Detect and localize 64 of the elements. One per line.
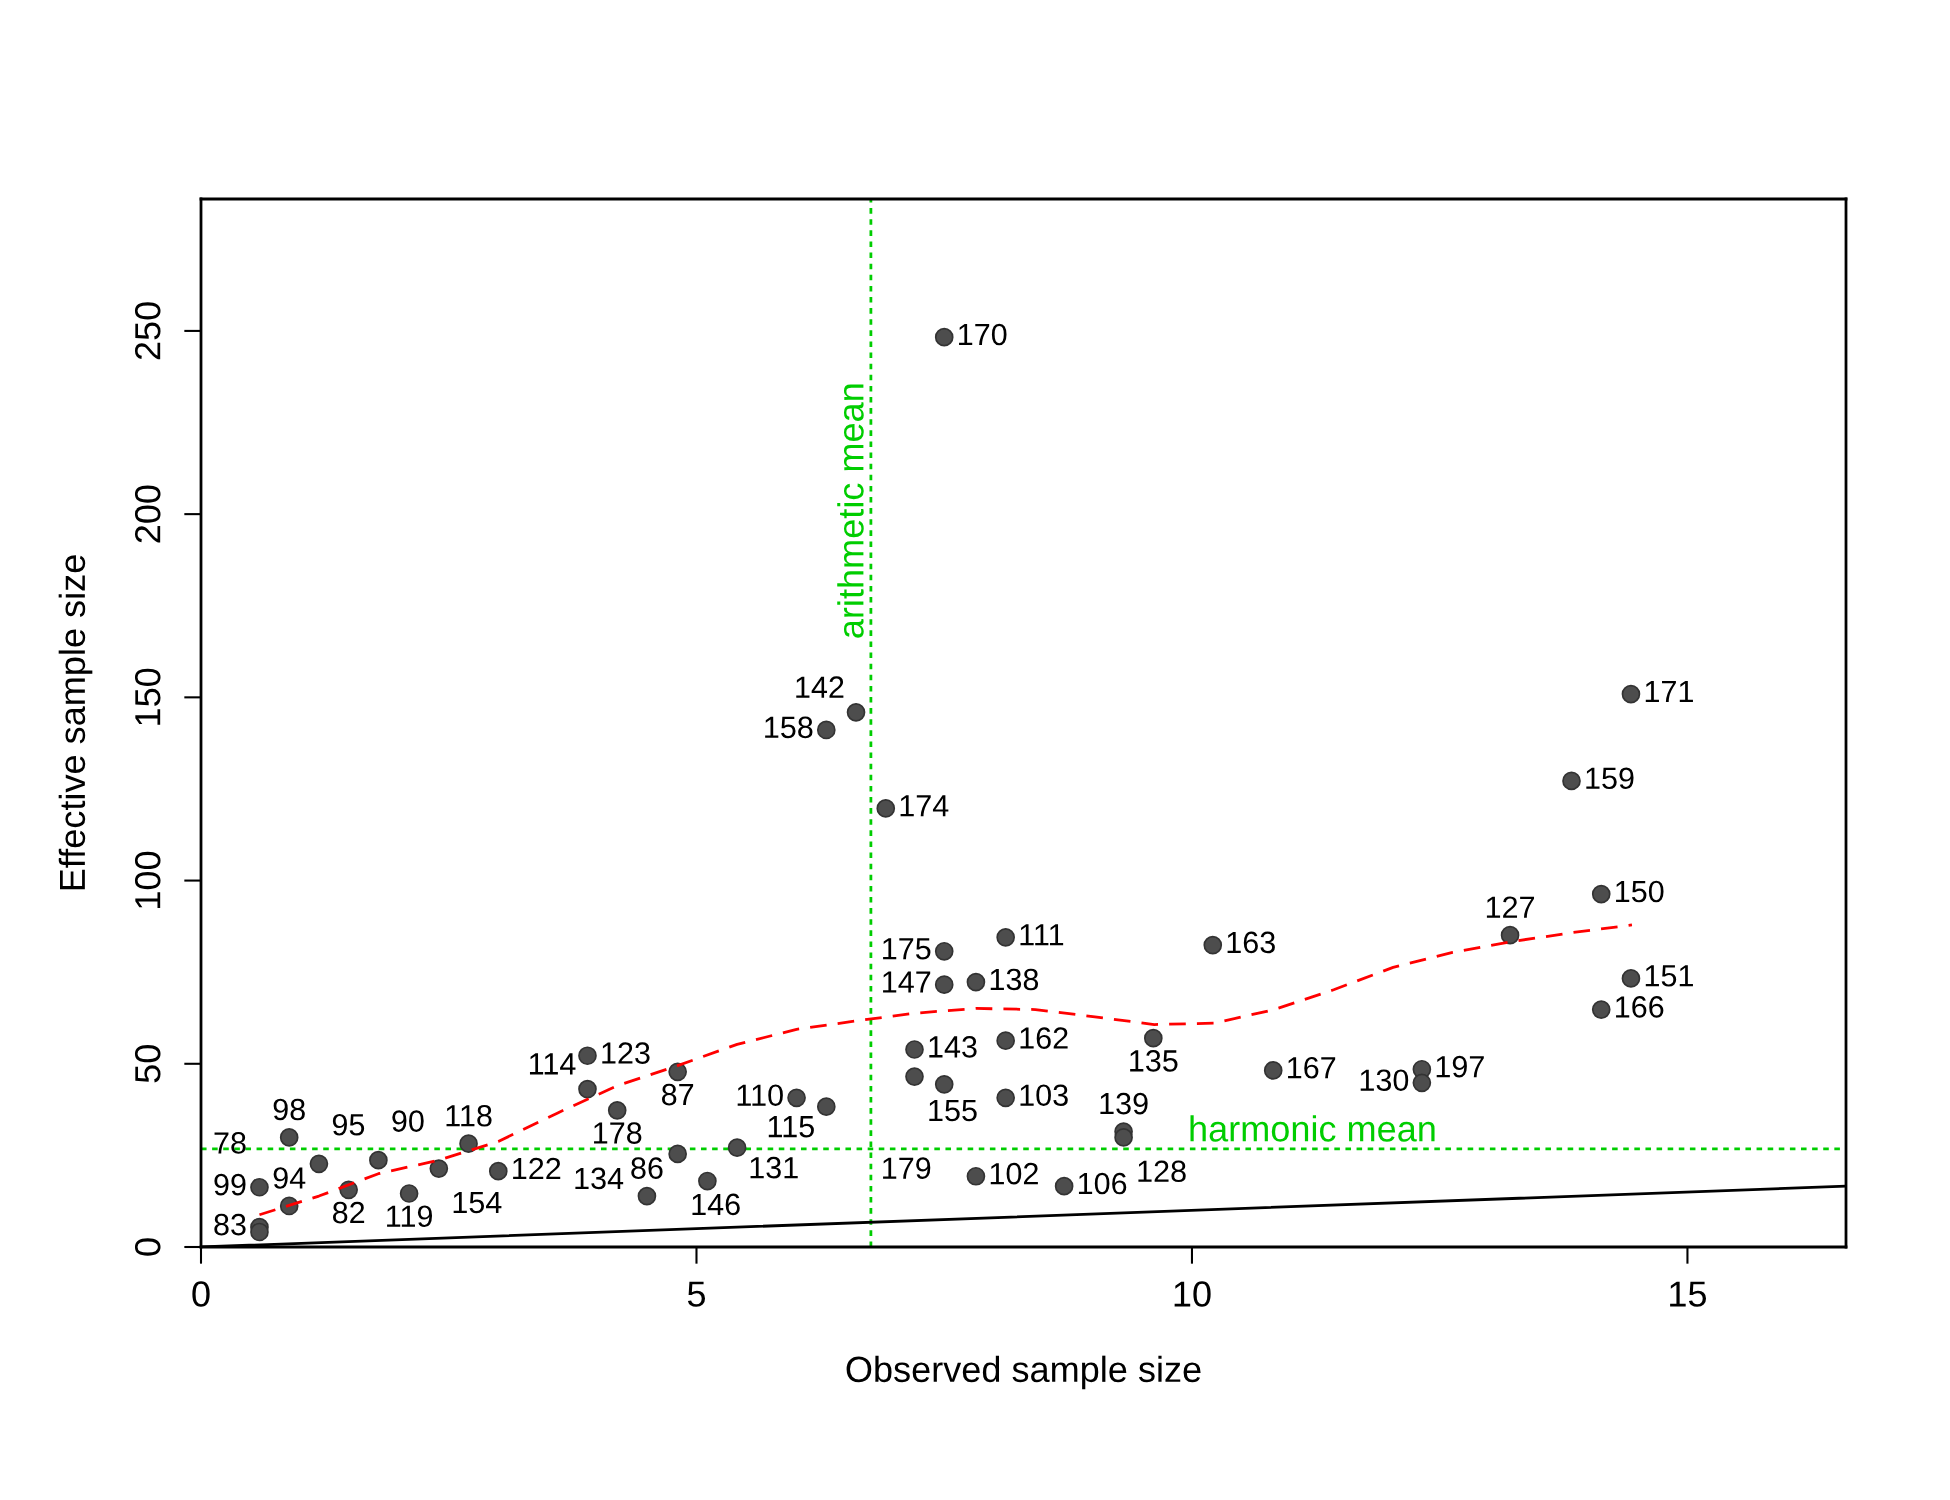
annotation: 150 <box>1616 880 1664 903</box>
annotation: 167 <box>1288 1056 1336 1079</box>
x-axis-title: Observed sample size <box>846 1355 1201 1390</box>
annotation: 155 <box>929 1099 977 1122</box>
annotation: 170 <box>959 323 1007 346</box>
annotation: 110 <box>737 1084 783 1107</box>
y-tick-label: 250 <box>134 302 161 360</box>
annotation: 106 <box>1078 1172 1127 1195</box>
annotation: 142 <box>796 676 844 698</box>
y-tick-label: 200 <box>134 485 161 543</box>
annotation: 95 <box>332 1113 365 1136</box>
annotation: 99 <box>214 1173 246 1196</box>
annotation: 197 <box>1436 1055 1484 1078</box>
annotation: 98 <box>273 1098 305 1121</box>
ref-line-label: arithmetic mean <box>837 384 864 638</box>
annotation: 90 <box>392 1110 424 1132</box>
annotation: 102 <box>990 1162 1038 1185</box>
annotation: 130 <box>1360 1069 1409 1092</box>
annotation: 134 <box>575 1167 624 1190</box>
annotation: 111 <box>1020 924 1064 946</box>
annotation: 159 <box>1586 767 1634 790</box>
annotation: 158 <box>765 716 813 739</box>
annotation: 115 <box>768 1116 814 1138</box>
annotation: 87 <box>661 1083 694 1106</box>
x-tick-label: 0 <box>192 1281 210 1307</box>
annotation: 114 <box>529 1053 576 1075</box>
annotation: 119 <box>387 1205 433 1228</box>
annotation: 179 <box>883 1157 931 1179</box>
annotation: 118 <box>446 1104 492 1127</box>
y-tick-label: 50 <box>134 1045 161 1083</box>
annotation: 171 <box>1645 680 1693 702</box>
x-tick-label: 15 <box>1670 1281 1707 1307</box>
annotation: 94 <box>273 1167 306 1189</box>
annotation: 123 <box>602 1042 650 1064</box>
annotation: 151 <box>1645 965 1693 987</box>
annotation: 174 <box>900 795 949 817</box>
annotation: 146 <box>692 1193 740 1216</box>
annotation: 163 <box>1227 931 1275 954</box>
annotation: 166 <box>1616 996 1664 1018</box>
annotation: 127 <box>1486 896 1535 918</box>
y-tick-label: 0 <box>134 1238 161 1256</box>
annotation: 83 <box>214 1213 246 1236</box>
ref-line-label: harmonic mean <box>1190 1115 1435 1142</box>
annotation: 138 <box>990 968 1039 991</box>
x-tick-label: 10 <box>1174 1281 1211 1307</box>
annotation: 178 <box>594 1122 642 1144</box>
y-tick-label: 150 <box>134 668 161 725</box>
annotation: 175 <box>883 938 931 960</box>
annotation: 122 <box>513 1157 561 1180</box>
annotation: 147 <box>883 971 931 993</box>
annotation: 103 <box>1020 1084 1068 1107</box>
annotation: 131 <box>750 1156 798 1179</box>
annotation: 139 <box>1100 1092 1148 1115</box>
x-tick-label: 5 <box>687 1281 706 1307</box>
y-axis-title: Effective sample size <box>58 555 93 890</box>
annotation: 128 <box>1138 1160 1186 1183</box>
annotation: 135 <box>1130 1050 1178 1072</box>
annotation: 82 <box>332 1201 365 1224</box>
annotation: 78 <box>214 1132 246 1154</box>
annotation: 143 <box>929 1036 977 1058</box>
annotation: 154 <box>453 1191 502 1214</box>
y-tick-label: 100 <box>134 851 161 908</box>
annotation: 86 <box>631 1157 663 1179</box>
annotation: 162 <box>1020 1027 1068 1049</box>
